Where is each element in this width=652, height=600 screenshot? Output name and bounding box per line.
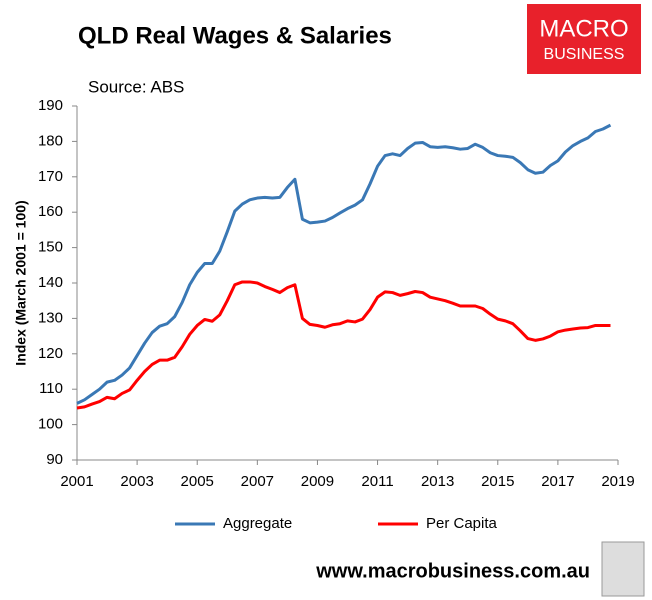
y-tick-label: 100: [38, 416, 63, 433]
legend-label: Aggregate: [223, 515, 292, 532]
chart-subtitle: Source: ABS: [88, 77, 184, 96]
x-tick-label: 2019: [601, 473, 634, 490]
wolf-icon: [601, 541, 645, 597]
data-line: [76, 123, 612, 405]
x-tick-label: 2013: [421, 473, 454, 490]
x-tick-label: 2011: [361, 473, 393, 490]
x-tick-label: 2001: [60, 473, 93, 490]
legend-label: Per Capita: [426, 515, 498, 532]
x-tick-label: 2017: [541, 473, 574, 490]
y-tick-label: 110: [39, 380, 63, 397]
x-tick-label: 2015: [481, 473, 514, 490]
logo-text: BUSINESS: [544, 46, 625, 63]
y-tick-label: 120: [38, 345, 63, 362]
y-tick-label: 90: [46, 451, 63, 468]
y-tick-label: 160: [38, 203, 63, 220]
y-tick-label: 130: [38, 309, 63, 326]
logo-text: MACRO: [539, 15, 628, 42]
y-tick-label: 170: [38, 168, 63, 185]
logo-box: [527, 4, 641, 74]
x-tick-label: 2009: [301, 473, 334, 490]
x-tick-label: 2007: [241, 473, 274, 490]
y-tick-label: 140: [38, 274, 63, 291]
x-tick-label: 2005: [181, 473, 214, 490]
data-line: [76, 280, 611, 410]
y-tick-label: 180: [38, 132, 63, 149]
chart-title: QLD Real Wages & Salaries: [78, 22, 392, 49]
y-axis-label: Index (March 2001 = 100): [13, 200, 29, 365]
x-tick-label: 2003: [120, 473, 153, 490]
y-tick-label: 150: [38, 239, 63, 256]
y-tick-label: 190: [38, 97, 63, 114]
footer-url: www.macrobusiness.com.au: [315, 560, 590, 582]
